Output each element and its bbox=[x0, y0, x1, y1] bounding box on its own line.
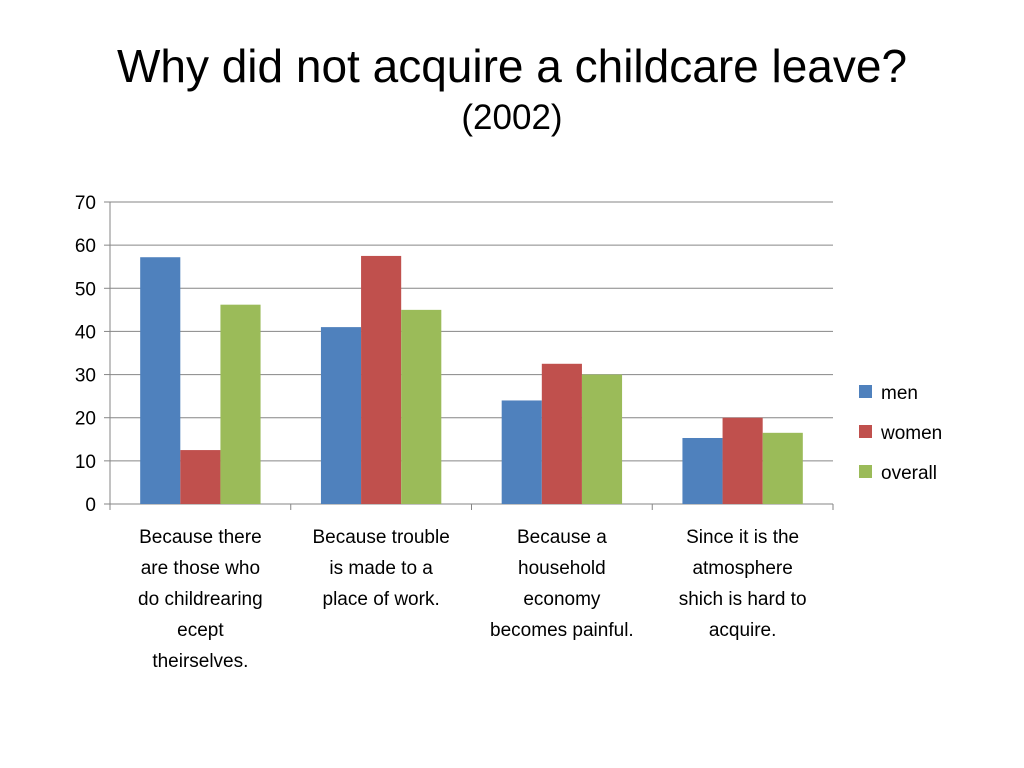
x-category-label-line: do childrearing bbox=[138, 589, 263, 610]
x-category-label: Because a household economy becomes painful… bbox=[474, 522, 650, 646]
x-category-label: Because trouble is made to a place of work… bbox=[293, 522, 469, 615]
bar-overall bbox=[220, 304, 261, 504]
legend-swatch-men bbox=[859, 385, 872, 398]
chart-subtitle: (2002) bbox=[461, 98, 563, 137]
x-category-label: Since it is the atmosphere shich is hard t… bbox=[655, 522, 831, 646]
legend-label-overall: overall bbox=[881, 463, 937, 484]
x-category-label-line: Because a bbox=[516, 527, 607, 548]
x-category-label-line: place of work. bbox=[322, 589, 440, 610]
x-category-label-line: Because there bbox=[139, 527, 262, 548]
legend-label-women: women bbox=[880, 423, 942, 444]
legend-label-men: men bbox=[881, 383, 918, 404]
x-category-label-line: are those who bbox=[140, 558, 261, 579]
title-block: Why did not acquire a childcare leave? (… bbox=[0, 38, 1024, 140]
bar-overall bbox=[762, 432, 803, 504]
x-category-label-line: shich is hard to bbox=[678, 589, 807, 610]
bar-women bbox=[180, 450, 221, 504]
y-tick-label: 10 bbox=[75, 452, 96, 473]
bar-men bbox=[320, 327, 362, 504]
x-category-label-line: acquire. bbox=[708, 620, 777, 641]
bar-women bbox=[361, 255, 402, 504]
x-category-label-line: becomes painful. bbox=[490, 620, 634, 641]
bar-men bbox=[140, 257, 181, 504]
y-tick-label: 30 bbox=[75, 366, 96, 387]
bar-men bbox=[501, 400, 542, 504]
x-category-label-line: Since it is the bbox=[686, 527, 800, 548]
y-tick-label: 40 bbox=[75, 322, 96, 343]
x-category-label-line: Because trouble bbox=[312, 527, 450, 548]
legend-swatch-overall bbox=[859, 465, 872, 478]
x-category-label-line: household bbox=[518, 558, 606, 579]
y-tick-label: 0 bbox=[85, 495, 96, 516]
x-category-label: Because there are those who do childrearin… bbox=[112, 522, 288, 677]
y-tick-label: 70 bbox=[75, 193, 96, 214]
bar-men bbox=[682, 437, 723, 504]
bar-overall bbox=[581, 374, 623, 504]
x-category-label-line: is made to a bbox=[329, 558, 433, 579]
bar-overall bbox=[401, 309, 442, 504]
x-category-label-line: economy bbox=[523, 589, 601, 610]
y-tick-label: 20 bbox=[75, 409, 96, 430]
x-category-label-line: atmosphere bbox=[692, 558, 793, 579]
y-tick-label: 50 bbox=[75, 279, 96, 300]
x-category-label-line: theirselves. bbox=[152, 651, 249, 672]
y-tick-label: 60 bbox=[75, 236, 96, 257]
bar-women bbox=[541, 363, 582, 504]
legend-swatch-women bbox=[859, 425, 872, 438]
bar-women bbox=[722, 417, 763, 504]
chart-title: Why did not acquire a childcare leave? bbox=[116, 40, 908, 92]
x-category-label-line: ecept bbox=[177, 620, 224, 641]
